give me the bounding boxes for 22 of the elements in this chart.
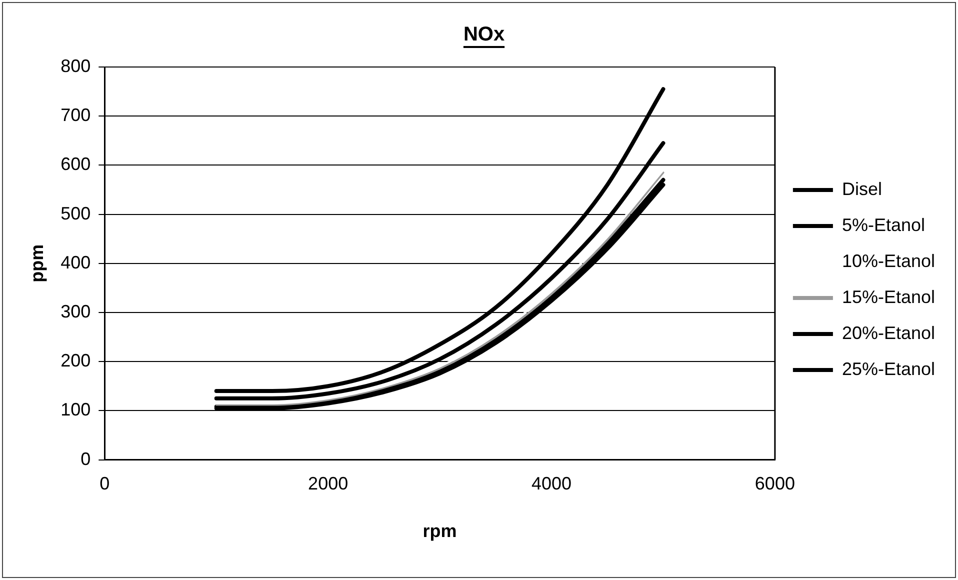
y-tick-label: 800 bbox=[60, 56, 91, 76]
legend-label: 20%-Etanol bbox=[842, 322, 936, 343]
x-tick-label: 2000 bbox=[308, 474, 348, 494]
x-axis-title: rpm bbox=[422, 521, 457, 542]
y-tick-label: 600 bbox=[60, 154, 91, 174]
y-tick-label: 400 bbox=[60, 252, 91, 272]
y-axis-title: ppm bbox=[26, 244, 47, 282]
text: 10%-Etanol bbox=[842, 250, 936, 271]
legend-label: 5%-Etanol bbox=[842, 214, 926, 235]
legend-label: Disel bbox=[842, 178, 882, 199]
y-tick-label: 700 bbox=[60, 105, 91, 126]
x-tick-label: 6000 bbox=[754, 474, 795, 494]
chart-title: NOx bbox=[463, 24, 505, 46]
x-tick-label: 0 bbox=[100, 474, 110, 494]
y-tick-label: 300 bbox=[60, 301, 91, 322]
legend-label: 25%-Etanol bbox=[842, 358, 936, 379]
y-tick-label: 200 bbox=[60, 350, 91, 371]
y-tick-label: 500 bbox=[60, 203, 91, 224]
y-tick-label: 100 bbox=[60, 400, 91, 420]
legend-label: 15%-Etanol bbox=[842, 286, 936, 307]
y-tick-label: 0 bbox=[80, 448, 91, 469]
x-tick-label: 4000 bbox=[531, 474, 572, 494]
